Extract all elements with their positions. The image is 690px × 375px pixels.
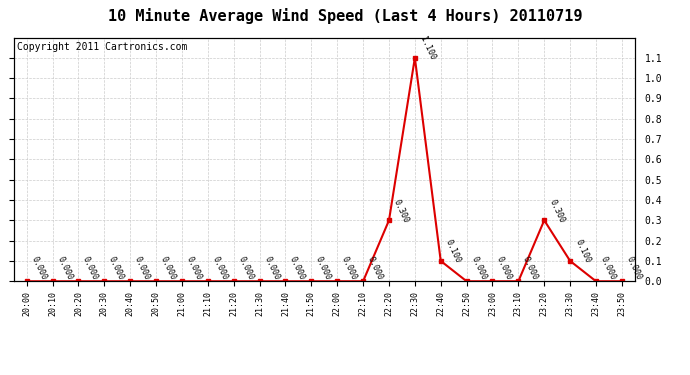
Text: 0.000: 0.000 bbox=[81, 255, 100, 282]
Text: 0.000: 0.000 bbox=[340, 255, 359, 282]
Text: 0.000: 0.000 bbox=[624, 255, 643, 282]
Text: 0.000: 0.000 bbox=[262, 255, 281, 282]
Text: 0.000: 0.000 bbox=[599, 255, 618, 282]
Text: 0.000: 0.000 bbox=[495, 255, 514, 282]
Text: 0.300: 0.300 bbox=[392, 198, 411, 224]
Text: 0.000: 0.000 bbox=[210, 255, 229, 282]
Text: 0.000: 0.000 bbox=[133, 255, 152, 282]
Text: 0.300: 0.300 bbox=[547, 198, 566, 224]
Text: 0.000: 0.000 bbox=[185, 255, 204, 282]
Text: 0.000: 0.000 bbox=[159, 255, 177, 282]
Text: 0.000: 0.000 bbox=[236, 255, 255, 282]
Text: 0.000: 0.000 bbox=[366, 255, 384, 282]
Text: 0.000: 0.000 bbox=[29, 255, 48, 282]
Text: 0.100: 0.100 bbox=[444, 238, 462, 265]
Text: Copyright 2011 Cartronics.com: Copyright 2011 Cartronics.com bbox=[17, 42, 187, 52]
Text: 0.000: 0.000 bbox=[107, 255, 126, 282]
Text: 0.000: 0.000 bbox=[288, 255, 307, 282]
Text: 0.000: 0.000 bbox=[55, 255, 74, 282]
Text: 0.000: 0.000 bbox=[314, 255, 333, 282]
Text: 0.100: 0.100 bbox=[573, 238, 592, 265]
Text: 1.100: 1.100 bbox=[418, 35, 437, 62]
Text: 0.000: 0.000 bbox=[469, 255, 488, 282]
Text: 10 Minute Average Wind Speed (Last 4 Hours) 20110719: 10 Minute Average Wind Speed (Last 4 Hou… bbox=[108, 8, 582, 24]
Text: 0.000: 0.000 bbox=[521, 255, 540, 282]
